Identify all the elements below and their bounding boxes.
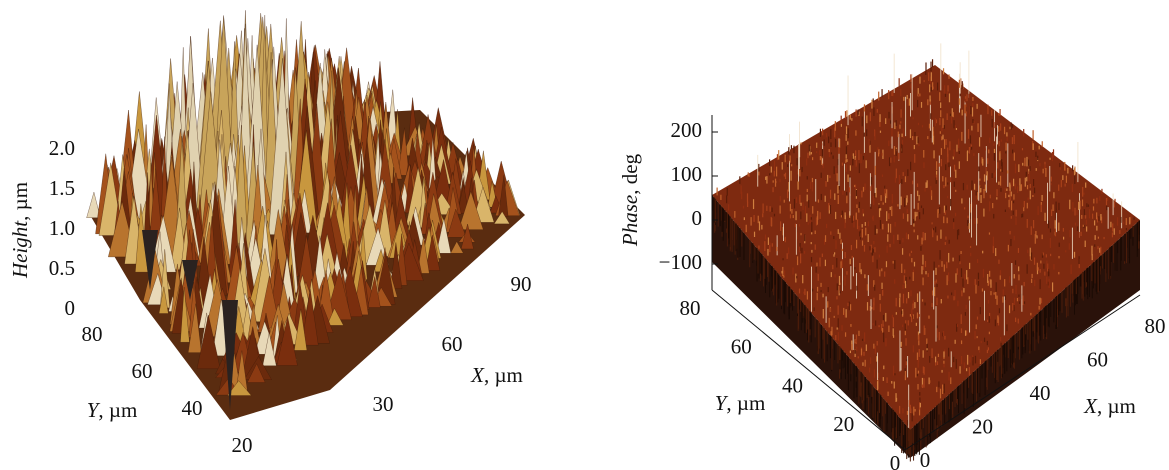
surface-peak bbox=[301, 289, 319, 346]
z-axis-title-name: Phase bbox=[618, 195, 642, 247]
x-tick-label: 20 bbox=[972, 414, 993, 438]
z-axis-title-unit: , deg bbox=[618, 153, 642, 194]
y-tick-label: 20 bbox=[232, 433, 253, 457]
surface-peak bbox=[450, 241, 464, 254]
z-tick-label: 100 bbox=[671, 162, 703, 186]
surface-pit bbox=[182, 260, 198, 300]
x-axis-title-unit: , µm bbox=[484, 363, 523, 387]
y-tick-label: 40 bbox=[782, 373, 803, 397]
z-tick-label: 1.0 bbox=[49, 216, 75, 240]
surface-peak bbox=[227, 380, 252, 396]
y-tick-label: 80 bbox=[82, 322, 103, 346]
surface-pit bbox=[142, 230, 158, 290]
surface-peak bbox=[390, 242, 403, 289]
y-axis-title: Y, µm bbox=[87, 398, 138, 422]
z-tick-label: 0.5 bbox=[49, 256, 75, 280]
surface-peak bbox=[276, 316, 298, 366]
z-tick-label: 0 bbox=[65, 296, 76, 320]
x-axis-title: X, µm bbox=[470, 363, 523, 387]
x-axis-title-name: X bbox=[1083, 394, 1098, 418]
x-tick-label: 80 bbox=[1145, 314, 1166, 338]
surface-peak bbox=[86, 191, 101, 218]
z-axis-title: Height, µm bbox=[8, 182, 32, 279]
x-tick-label: 60 bbox=[442, 332, 463, 356]
y-tick-label: 60 bbox=[731, 335, 752, 359]
surface-layer bbox=[86, 10, 1140, 462]
surface-peak bbox=[457, 184, 469, 214]
surface-peak bbox=[187, 303, 202, 353]
surface-peak bbox=[493, 211, 510, 225]
x-tick-label: 40 bbox=[1030, 381, 1051, 405]
x-tick-label: 90 bbox=[511, 272, 532, 296]
surface-peak bbox=[180, 286, 190, 343]
surface-peak bbox=[294, 308, 308, 351]
y-tick-label: 40 bbox=[182, 396, 203, 420]
y-tick-label: 20 bbox=[833, 412, 854, 436]
surface-top bbox=[712, 65, 1140, 430]
z-axis-title-unit: , µm bbox=[8, 182, 32, 221]
z-axis-title: Phase, deg bbox=[618, 153, 642, 247]
z-tick-label: 0 bbox=[692, 206, 703, 230]
x-axis-title-name: X bbox=[470, 363, 485, 387]
y-axis-title-unit: , µm bbox=[98, 398, 137, 422]
surface-peak bbox=[262, 332, 277, 366]
z-tick-label: 1.5 bbox=[49, 176, 75, 200]
surface-side bbox=[712, 195, 1140, 458]
surface-peak bbox=[247, 363, 266, 383]
surface-peak bbox=[158, 286, 169, 314]
surface-peak bbox=[397, 127, 410, 176]
surface-peak bbox=[436, 218, 452, 254]
surface-peak bbox=[425, 234, 441, 271]
surface-peak bbox=[417, 236, 430, 274]
surface-peak bbox=[326, 307, 344, 326]
x-axis-title-unit: , µm bbox=[1097, 394, 1136, 418]
surface-peak bbox=[367, 276, 381, 308]
surface-peak bbox=[458, 190, 484, 230]
axis-line bbox=[904, 294, 1141, 451]
surface-peak bbox=[460, 223, 474, 250]
z-tick-label: 2.0 bbox=[49, 136, 75, 160]
x-tick-label: 0 bbox=[920, 448, 931, 470]
surface-peak bbox=[447, 208, 467, 238]
x-axis-title: X, µm bbox=[1083, 394, 1136, 418]
y-axis-title-name: Y bbox=[715, 391, 729, 415]
z-tick-label: 200 bbox=[671, 118, 703, 142]
x-tick-label: 60 bbox=[1087, 347, 1108, 371]
surface-pit bbox=[222, 300, 238, 410]
y-tick-label: 80 bbox=[680, 296, 701, 320]
z-axis-title-name: Height bbox=[8, 220, 32, 279]
y-tick-label: 60 bbox=[132, 359, 153, 383]
y-axis-title-name: Y bbox=[87, 398, 101, 422]
axis-line bbox=[711, 289, 906, 451]
x-tick-label: 30 bbox=[373, 392, 394, 416]
z-tick-label: −100 bbox=[659, 250, 702, 274]
y-axis-title: Y, µm bbox=[715, 391, 766, 415]
y-tick-label: 0 bbox=[890, 451, 901, 470]
surface-peak bbox=[196, 315, 221, 369]
y-axis-title-unit: , µm bbox=[726, 391, 765, 415]
